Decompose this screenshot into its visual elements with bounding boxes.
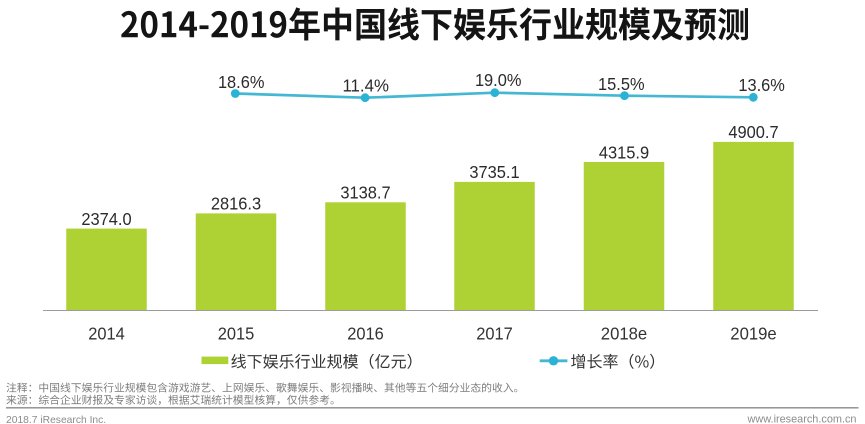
svg-text:2019e: 2019e bbox=[730, 323, 776, 343]
svg-text:2816.3: 2816.3 bbox=[211, 194, 261, 214]
svg-text:13.6%: 13.6% bbox=[738, 75, 785, 95]
svg-text:2014: 2014 bbox=[88, 323, 125, 343]
svg-text:3735.1: 3735.1 bbox=[469, 162, 519, 182]
svg-text:11.4%: 11.4% bbox=[342, 75, 389, 95]
svg-text:3138.7: 3138.7 bbox=[340, 183, 390, 203]
svg-text:18.6%: 18.6% bbox=[218, 72, 265, 92]
svg-text:4315.9: 4315.9 bbox=[599, 142, 649, 162]
svg-text:2374.0: 2374.0 bbox=[81, 209, 132, 229]
svg-text:2018e: 2018e bbox=[601, 323, 647, 343]
svg-text:4900.7: 4900.7 bbox=[728, 122, 778, 142]
svg-text:2016: 2016 bbox=[347, 323, 384, 343]
svg-text:2018.7 iResearch Inc.: 2018.7 iResearch Inc. bbox=[6, 415, 106, 424]
svg-text:2017: 2017 bbox=[476, 323, 513, 343]
svg-text:www.iresearch.com.cn: www.iresearch.com.cn bbox=[747, 414, 857, 424]
svg-text:2015: 2015 bbox=[218, 323, 255, 343]
svg-text:15.5%: 15.5% bbox=[598, 74, 645, 94]
svg-text:19.0%: 19.0% bbox=[475, 70, 522, 90]
